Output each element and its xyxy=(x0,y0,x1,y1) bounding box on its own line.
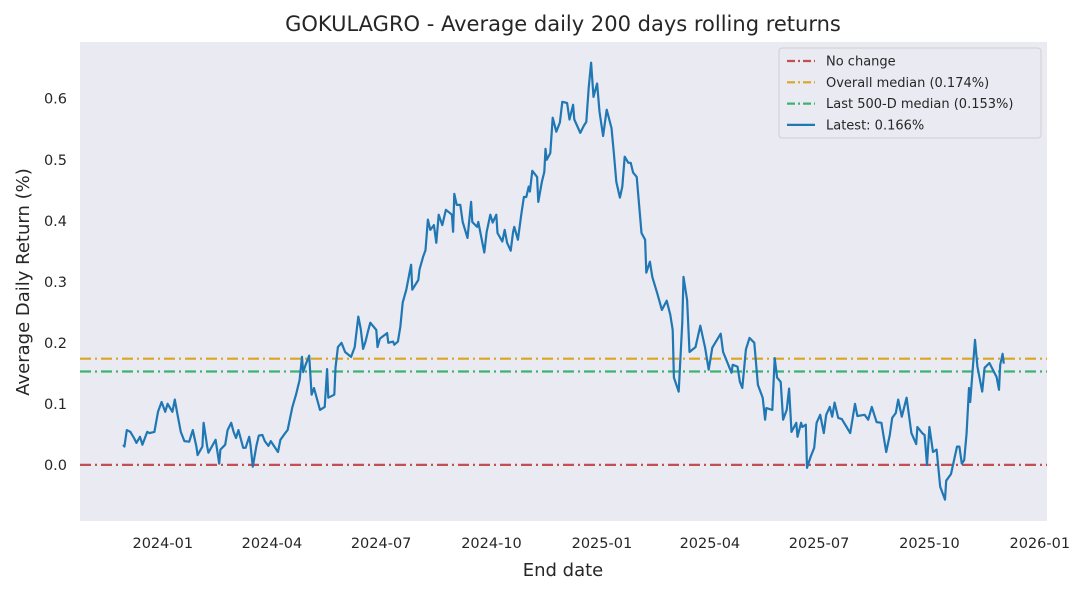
y-axis-label: Average Daily Return (%) xyxy=(13,168,34,396)
legend-label: Last 500-D median (0.153%) xyxy=(826,97,1013,112)
y-tick-label: 0.0 xyxy=(44,458,67,474)
legend-label: Overall median (0.174%) xyxy=(826,76,989,91)
x-tick-label: 2024-07 xyxy=(351,536,412,552)
x-tick-label: 2025-07 xyxy=(789,536,850,552)
y-tick-label: 0.5 xyxy=(44,153,67,169)
x-axis-label: End date xyxy=(523,560,604,581)
y-tick-label: 0.3 xyxy=(44,275,67,291)
y-tick-label: 0.4 xyxy=(44,214,67,230)
legend: No change Overall median (0.174%) Last 500… xyxy=(778,47,1042,139)
y-tick-label: 0.1 xyxy=(44,397,67,413)
x-tick-label: 2025-04 xyxy=(680,536,741,552)
y-tick-label: 0.2 xyxy=(44,336,67,352)
chart-title: GOKULAGRO - Average daily 200 days rolli… xyxy=(285,12,841,36)
x-tick-label: 2024-04 xyxy=(242,536,303,552)
x-tick-label: 2026-01 xyxy=(1010,536,1071,552)
series-line-latest xyxy=(122,61,1005,501)
legend-label: No change xyxy=(826,55,896,70)
x-tick-label: 2025-10 xyxy=(899,536,960,552)
x-tick-label: 2024-01 xyxy=(132,536,193,552)
legend-label: Latest: 0.166% xyxy=(826,118,924,133)
x-tick-label: 2025-01 xyxy=(572,536,633,552)
x-tick-label: 2024-10 xyxy=(461,536,522,552)
y-tick-label: 0.6 xyxy=(44,92,67,108)
legend-box xyxy=(778,47,1042,139)
